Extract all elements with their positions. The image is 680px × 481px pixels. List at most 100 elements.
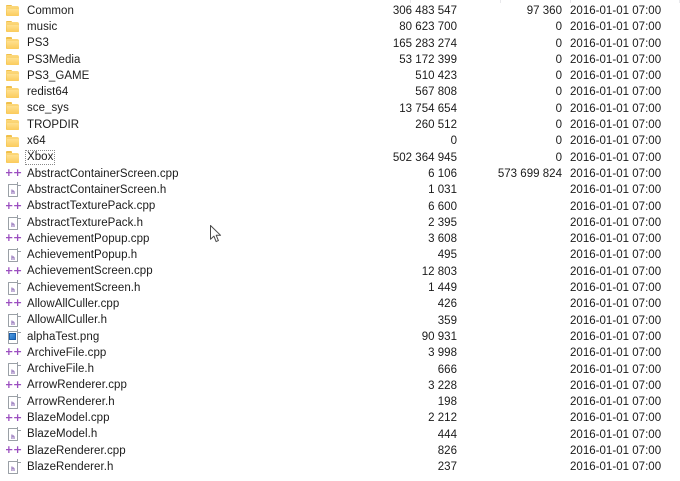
- file-row[interactable]: PS3_GAME 510 423 0 2016-01-01 07:00: [0, 68, 680, 85]
- file-name-label: TROPDIR: [27, 118, 80, 131]
- file-name-cell[interactable]: ++ AllowAllCuller.cpp: [6, 296, 121, 312]
- file-row[interactable]: ++ AbstractContainerScreen.cpp 6 106 573 69…: [0, 165, 680, 183]
- file-row[interactable]: PS3 165 283 274 0 2016-01-01 07:00: [0, 35, 680, 52]
- file-size-cell: 3 608: [428, 233, 457, 246]
- file-name-cell[interactable]: ++ AbstractTexturePack.cpp: [6, 199, 157, 215]
- header-file-icon: h: [6, 312, 21, 328]
- file-name-cell[interactable]: PS3: [6, 36, 51, 52]
- file-name-cell[interactable]: ++ BlazeModel.cpp: [6, 410, 112, 426]
- file-row[interactable]: PS3Media 53 172 399 0 2016-01-01 07:00: [0, 51, 680, 69]
- file-row[interactable]: ++ ArchiveFile.cpp 3 998 2016-01-01 07:00: [0, 345, 680, 362]
- file-name-cell[interactable]: h ArchiveFile.h: [6, 361, 96, 378]
- file-name-label: PS3Media: [27, 53, 81, 66]
- file-row[interactable]: TROPDIR 260 512 0 2016-01-01 07:00: [0, 117, 680, 134]
- file-date-cell: 2016-01-01 07:00: [570, 86, 662, 99]
- file-name-cell[interactable]: ++ AbstractContainerScreen.cpp: [6, 166, 181, 182]
- file-name-cell[interactable]: Xbox: [6, 150, 56, 166]
- file-name-cell[interactable]: ++ BlazeRenderer.cpp: [6, 443, 128, 459]
- file-row[interactable]: ++ ArrowRenderer.cpp 3 228 2016-01-01 07:00: [0, 377, 680, 395]
- file-row[interactable]: x64 0 0 2016-01-01 07:00: [0, 133, 680, 150]
- file-name-cell[interactable]: PS3_GAME: [6, 68, 91, 84]
- cpp-file-icon: ++: [6, 377, 22, 391]
- file-date-cell: 2016-01-01 07:00: [570, 216, 662, 229]
- file-name-cell[interactable]: h AchievementScreen.h: [6, 280, 142, 296]
- cpp-file-icon: ++: [6, 410, 22, 424]
- file-size-alt-cell: 0: [555, 70, 562, 83]
- file-name-cell[interactable]: h AbstractContainerScreen.h: [6, 182, 168, 198]
- file-size-cell: 2 395: [428, 216, 457, 229]
- file-row[interactable]: h BlazeModel.h 444 2016-01-01 07:00: [0, 426, 680, 444]
- file-size-cell: 165 283 274: [392, 37, 457, 50]
- file-date-cell: 2016-01-01 07:00: [570, 428, 662, 441]
- file-size-cell: 80 623 700: [399, 21, 457, 34]
- file-row[interactable]: Common 306 483 547 97 360 2016-01-01 07:00: [0, 3, 680, 20]
- file-row[interactable]: ++ AchievementScreen.cpp 12 803 2016-01-01 …: [0, 263, 680, 281]
- file-date-cell: 2016-01-01 07:00: [570, 396, 662, 409]
- file-size-cell: 502 364 945: [392, 151, 457, 164]
- file-date-cell: 2016-01-01 07:00: [570, 21, 662, 34]
- file-row[interactable]: ++ BlazeModel.cpp 2 212 2016-01-01 07:00: [0, 410, 680, 427]
- file-name-cell[interactable]: h BlazeModel.h: [6, 426, 99, 443]
- file-row[interactable]: alphaTest.png 90 931 2016-01-01 07:00: [0, 328, 680, 346]
- file-name-label: Xbox: [25, 150, 56, 166]
- file-name-label: PS3: [27, 37, 49, 50]
- file-row[interactable]: h AllowAllCuller.h 359 2016-01-01 07:00: [0, 312, 680, 329]
- file-name-cell[interactable]: h AbstractTexturePack.h: [6, 215, 145, 231]
- file-row[interactable]: music 80 623 700 0 2016-01-01 07:00: [0, 19, 680, 36]
- file-size-cell: 567 808: [415, 86, 457, 99]
- file-row[interactable]: redist64 567 808 0 2016-01-01 07:00: [0, 84, 680, 101]
- file-name-cell[interactable]: alphaTest.png: [6, 329, 101, 345]
- file-row[interactable]: Xbox 502 364 945 0 2016-01-01 07:00: [0, 149, 680, 166]
- file-name-cell[interactable]: TROPDIR: [6, 117, 81, 133]
- file-size-alt-cell: 0: [555, 151, 562, 164]
- cpp-file-icon: ++: [6, 443, 22, 457]
- file-name-label: AllowAllCuller.h: [27, 314, 108, 327]
- cpp-file-icon: ++: [6, 263, 22, 277]
- folder-icon: [6, 20, 20, 34]
- file-size-cell: 666: [437, 363, 457, 376]
- file-name-cell[interactable]: music: [6, 19, 59, 35]
- file-date-cell: 2016-01-01 07:00: [570, 282, 662, 295]
- file-size-cell: 260 512: [415, 119, 457, 132]
- file-row[interactable]: h BlazeRenderer.h 237 2016-01-01 07:00: [0, 459, 680, 476]
- png-image-icon: [6, 329, 21, 344]
- file-name-cell[interactable]: h ArrowRenderer.h: [6, 394, 117, 410]
- file-name-cell[interactable]: ++ AchievementScreen.cpp: [6, 264, 155, 280]
- file-name-cell[interactable]: h AchievementPopup.h: [6, 247, 139, 263]
- file-name-cell[interactable]: sce_sys: [6, 101, 71, 117]
- file-name-label: PS3_GAME: [27, 69, 90, 82]
- file-row[interactable]: h AbstractContainerScreen.h 1 031 2016-01-0…: [0, 182, 680, 199]
- file-row[interactable]: ++ AllowAllCuller.cpp 426 2016-01-01 07:00: [0, 296, 680, 313]
- file-row[interactable]: h AchievementScreen.h 1 449 2016-01-01 07:0…: [0, 280, 680, 297]
- file-size-alt-cell: 0: [555, 119, 562, 132]
- file-name-cell[interactable]: redist64: [6, 84, 70, 100]
- file-row[interactable]: h AchievementPopup.h 495 2016-01-01 07:00: [0, 247, 680, 264]
- file-date-cell: 2016-01-01 07:00: [570, 233, 662, 246]
- file-row[interactable]: sce_sys 13 754 654 0 2016-01-01 07:00: [0, 100, 680, 118]
- file-size-alt-cell: 0: [555, 53, 562, 66]
- file-name-cell[interactable]: Common: [6, 3, 76, 19]
- file-row[interactable]: h ArrowRenderer.h 198 2016-01-01 07:00: [0, 394, 680, 411]
- file-name-cell[interactable]: PS3Media: [6, 52, 82, 68]
- file-row[interactable]: ++ AchievementPopup.cpp 3 608 2016-01-01 07…: [0, 231, 680, 248]
- file-name-label: sce_sys: [27, 102, 69, 115]
- file-row[interactable]: ++ AbstractTexturePack.cpp 6 600 2016-01-01…: [0, 198, 680, 215]
- file-name-label: alphaTest.png: [27, 330, 100, 343]
- file-name-cell[interactable]: x64: [6, 133, 48, 149]
- file-size-alt-cell: 0: [555, 135, 562, 148]
- file-name-cell[interactable]: ++ ArchiveFile.cpp: [6, 345, 108, 361]
- file-name-cell[interactable]: ++ ArrowRenderer.cpp: [6, 378, 129, 394]
- file-row[interactable]: ++ BlazeRenderer.cpp 826 2016-01-01 07:00: [0, 443, 680, 460]
- file-row[interactable]: h AbstractTexturePack.h 2 395 2016-01-01 07…: [0, 214, 680, 232]
- file-row-list[interactable]: Common 306 483 547 97 360 2016-01-01 07:00 m…: [0, 3, 680, 476]
- cpp-file-icon: ++: [6, 231, 22, 245]
- file-date-cell: 2016-01-01 07:00: [570, 151, 662, 164]
- file-name-label: AbstractTexturePack.cpp: [27, 200, 156, 213]
- file-name-cell[interactable]: h BlazeRenderer.h: [6, 459, 115, 475]
- file-date-cell: 2016-01-01 07:00: [570, 119, 662, 132]
- file-name-cell[interactable]: h AllowAllCuller.h: [6, 312, 109, 329]
- file-name-cell[interactable]: ++ AchievementPopup.cpp: [6, 231, 151, 247]
- file-row[interactable]: h ArchiveFile.h 666 2016-01-01 07:00: [0, 361, 680, 378]
- header-file-icon: h: [6, 280, 21, 295]
